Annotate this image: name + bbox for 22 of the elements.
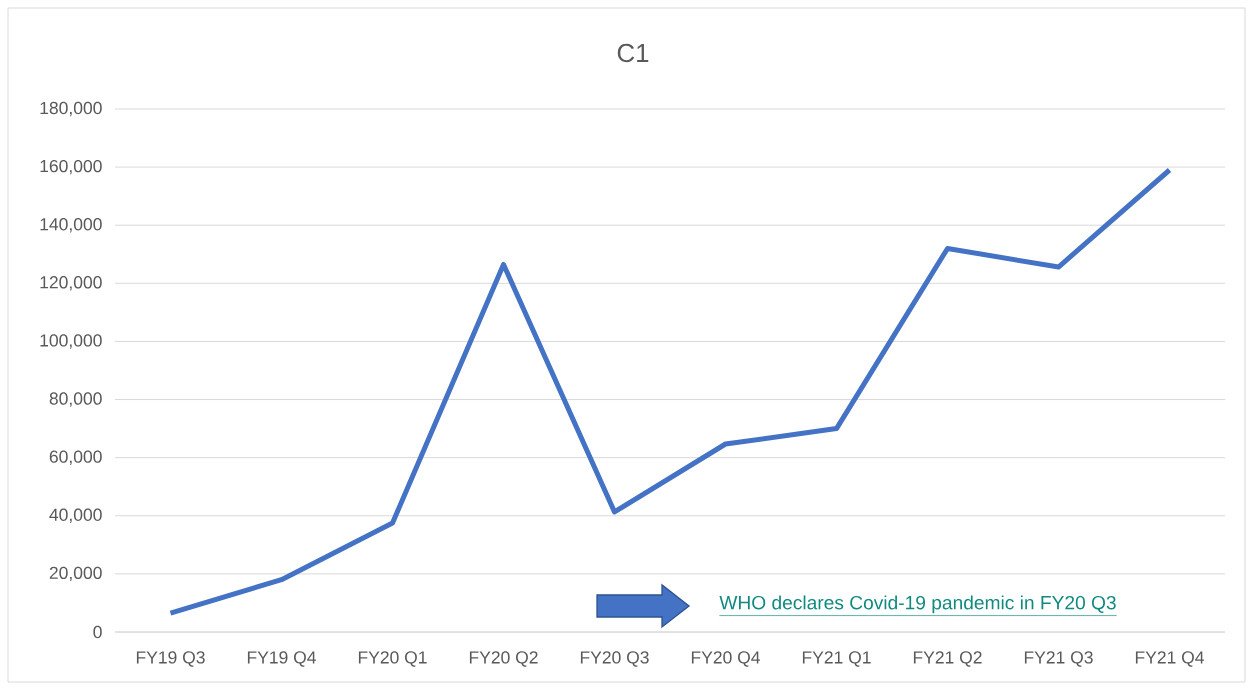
- chart-title: C1: [617, 43, 649, 63]
- y-tick-label: 20,000: [49, 566, 102, 582]
- y-tick-label: 0: [93, 625, 102, 639]
- x-tick-label: FY20 Q4: [691, 651, 760, 667]
- x-tick-label: FY20 Q2: [469, 651, 538, 667]
- y-tick-label: 100,000: [40, 334, 102, 349]
- x-tick-label: FY20 Q3: [580, 651, 649, 667]
- y-tick-label: 120,000: [40, 276, 102, 291]
- y-tick-label: 180,000: [40, 101, 102, 117]
- x-tick-label: FY21 Q3: [1024, 651, 1093, 667]
- y-tick-label: 160,000: [40, 159, 102, 175]
- y-tick-label: 140,000: [40, 217, 102, 233]
- x-tick-label: FY21 Q4: [1135, 651, 1204, 667]
- y-tick-label: 60,000: [49, 450, 102, 465]
- y-tick-label: 80,000: [49, 392, 102, 407]
- x-tick-label: FY20 Q1: [358, 651, 427, 667]
- x-tick-label: FY21 Q2: [913, 651, 982, 667]
- x-tick-label: FY19 Q4: [247, 651, 316, 667]
- annotation: WHO declares Covid-19 pandemic in FY20 Q3: [719, 595, 1116, 614]
- y-tick-label: 40,000: [49, 508, 102, 523]
- x-tick-label: FY19 Q3: [136, 651, 205, 667]
- x-tick-label: FY21 Q1: [802, 651, 871, 667]
